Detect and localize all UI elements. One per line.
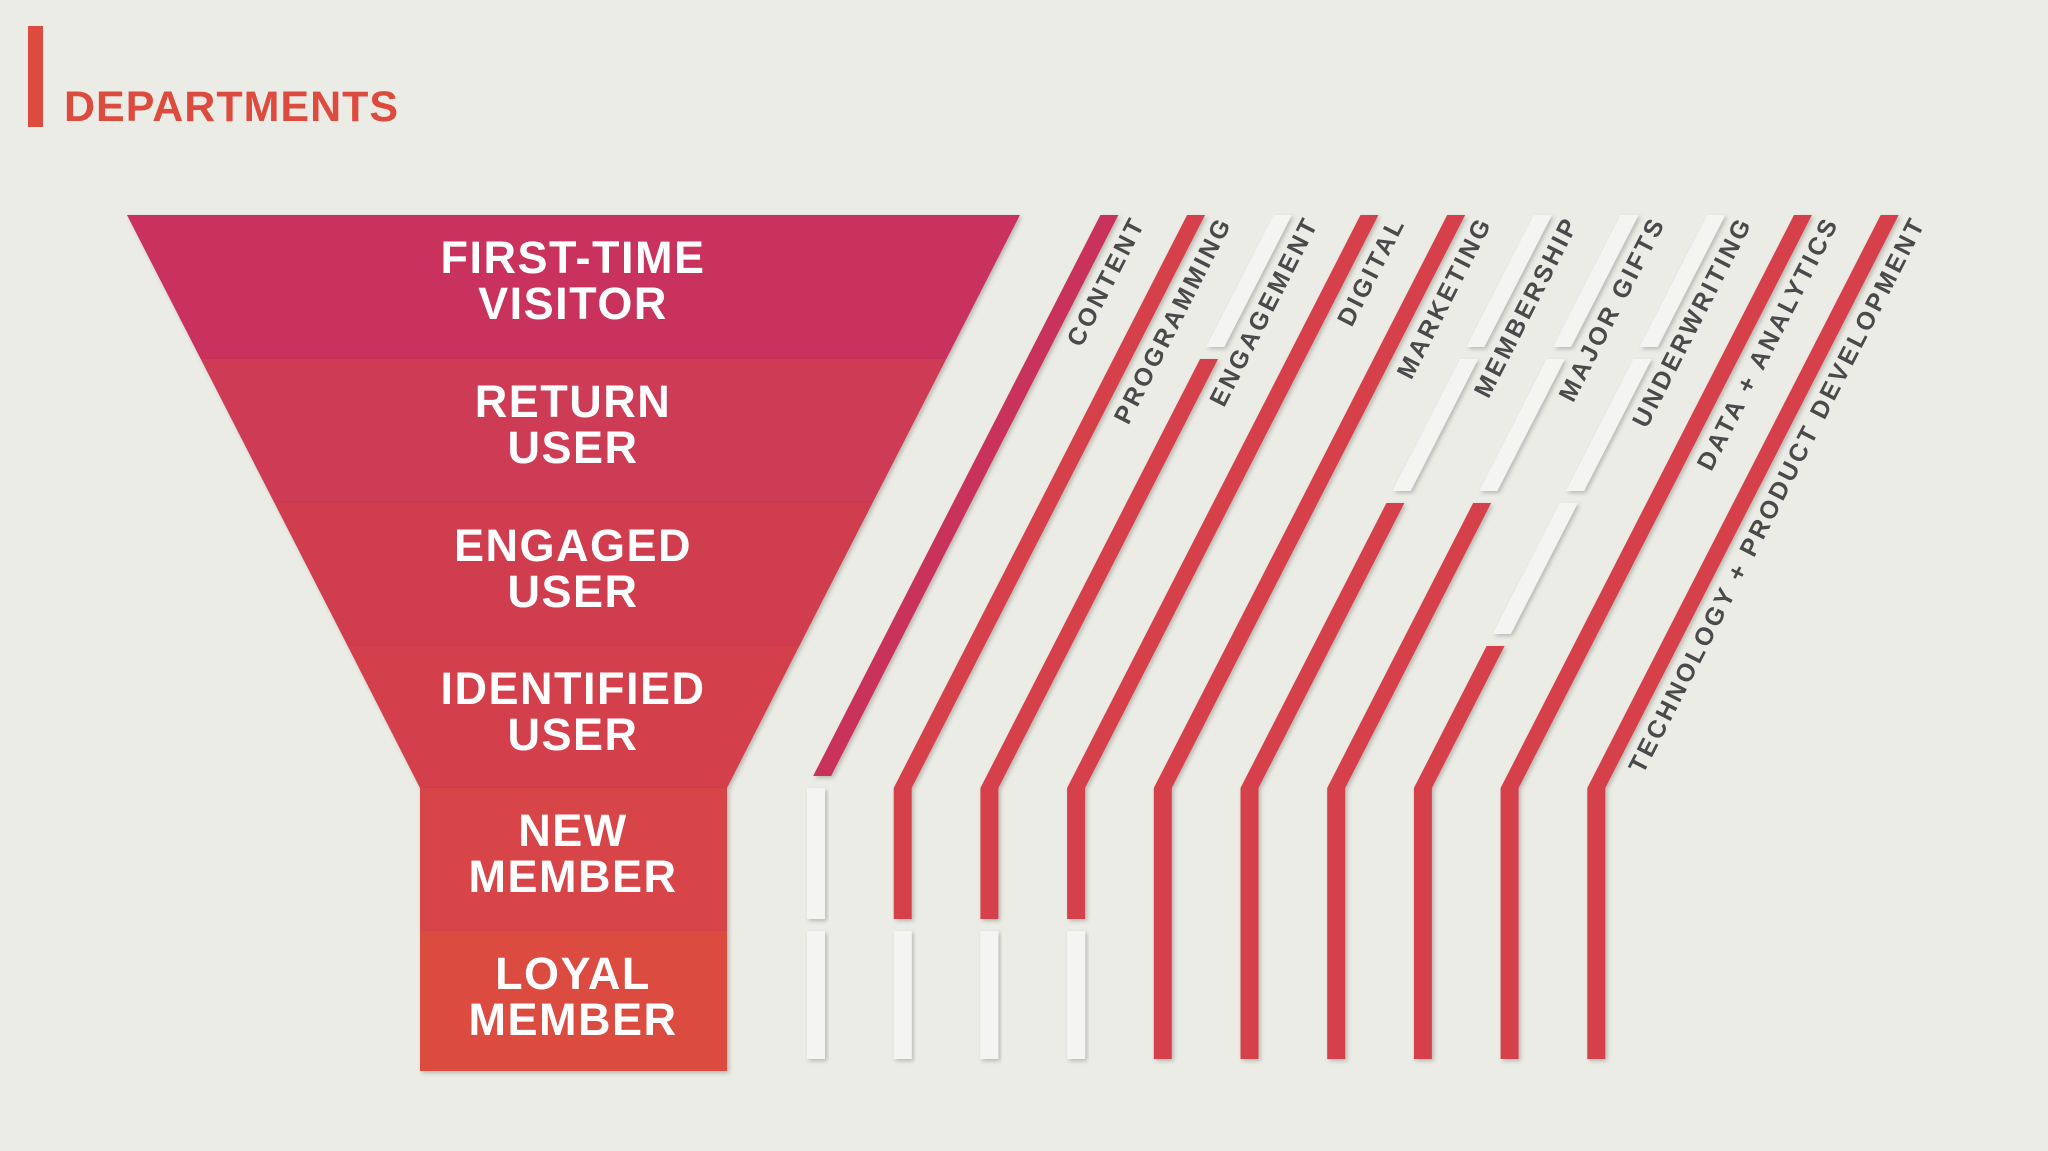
funnel-stage-label-line1: RETURN [475,376,672,427]
department-stage-inactive [807,788,825,919]
department-stage-inactive [1492,503,1578,634]
funnel-stage-band [420,931,727,1071]
funnel-stage-label-line1: FIRST-TIME [441,232,706,283]
department-line [893,215,1206,1059]
department-stage-inactive [1466,215,1552,347]
department-stage-inactive [893,931,912,1059]
funnel-stage-label-line2: MEMBER [469,851,678,902]
department-line [980,215,1292,1059]
funnel-stage-band [200,359,947,503]
funnel-stage-label-line1: LOYAL [495,948,651,999]
funnel-stage-label-line2: USER [507,422,638,473]
department-stage-active [813,215,1119,776]
department-stage-inactive [1067,931,1086,1059]
department-stage-inactive [1565,359,1652,491]
funnel-stage-band [274,503,873,646]
department-stage-inactive [1206,215,1292,347]
funnel-stage-label-line2: VISITOR [478,278,668,329]
department-line [1327,215,1639,1059]
funnel-stage-label-line1: NEW [518,805,628,856]
department-stage-inactive [807,931,825,1059]
funnel: FIRST-TIMEVISITORRETURNUSERENGAGEDUSERID… [127,215,1020,1071]
department-line [1413,215,1726,1059]
department-stage-inactive [980,931,999,1059]
funnel-stage-label-line1: ENGAGED [454,520,692,571]
department-stage-active [1327,503,1492,1059]
funnel-stage-band [127,215,1020,359]
page-title: DEPARTMENTS [64,83,400,131]
funnel-stage-label-line1: IDENTIFIED [440,663,705,714]
department-stage-active [1240,503,1405,1059]
funnel-stage-label-line2: USER [507,709,638,760]
department-stage-inactive [1552,215,1639,347]
department-stage-active [1413,646,1505,1059]
department-stage-inactive [1639,215,1726,347]
department-lines [807,215,1899,1059]
funnel-stage-label-line2: MEMBER [469,994,678,1045]
title-accent-bar [28,26,43,127]
department-stage-active [980,359,1219,919]
funnel-stage-band [420,788,727,931]
funnel-stage-band [347,646,800,788]
funnel-stage-label-line2: USER [507,566,638,617]
department-stage-inactive [1392,359,1479,491]
department-line [807,215,1119,1059]
department-line [1240,215,1552,1059]
funnel-stage [420,931,727,1071]
department-line [1067,215,1379,1059]
department-stage-inactive [1479,359,1565,491]
